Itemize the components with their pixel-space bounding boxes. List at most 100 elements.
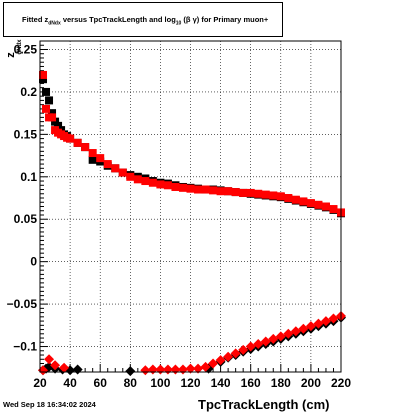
data-point-square [246,188,255,197]
data-point-square [141,177,150,186]
data-point-diamond [208,358,219,369]
data-point-diamond [44,354,55,365]
data-point-square [88,155,97,164]
data-point-diamond [290,326,301,337]
data-point-square [314,200,323,209]
data-point-square [269,191,278,200]
data-point-square [239,188,248,197]
data-point-square [133,175,142,184]
data-point-square [39,75,48,84]
x-tick-label: 60 [94,376,108,390]
data-point-square [73,138,82,147]
data-point-diamond [298,323,309,334]
data-point-diamond [215,355,226,366]
data-point-diamond [38,365,49,376]
data-point-square [178,183,187,192]
data-point-square [103,160,112,169]
data-point-square [51,117,60,126]
data-point-diamond [200,361,211,372]
title-middle: versus TpcTrackLength and log [60,15,176,24]
data-point-diamond [268,333,279,344]
data-point-square [209,186,218,195]
x-tick-label: 180 [271,376,291,390]
data-point-square [171,182,180,191]
plot-frame [39,40,342,373]
x-axis-label: TpcTrackLength (cm) [198,397,330,412]
x-tick-label: 140 [211,376,231,390]
data-point-diamond [193,363,204,374]
title-prefix: Fitted z [22,15,49,24]
data-point-square [201,185,210,194]
data-point-square [224,187,233,196]
data-point-diamond [238,344,249,355]
y-tick-label: −0.1 [13,340,37,354]
data-point-square [48,109,57,118]
data-point-square [126,172,135,181]
data-point-square [96,154,105,163]
data-point-diamond [305,321,316,332]
data-point-square [48,113,57,122]
data-point-square [45,96,54,105]
data-point-square [261,190,270,199]
title-z-subscript: dNdx [48,20,61,27]
data-point-diamond [320,316,331,327]
y-tick-label: 0 [30,255,37,269]
data-point-diamond [313,318,324,329]
y-tick-label: 0.15 [14,127,38,141]
data-point-square [111,164,120,173]
data-point-diamond [125,366,136,377]
data-point-square [156,180,165,189]
data-point-square [299,197,308,206]
y-tick-label: −0.05 [7,297,38,311]
x-tick-label: 40 [63,376,77,390]
y-tick-label: 0.05 [14,212,38,226]
timestamp: Wed Sep 18 16:34:02 2024 [3,400,96,409]
data-point-square [276,192,285,201]
data-point-square [329,205,338,214]
data-point-square [42,87,51,96]
data-point-square [291,195,300,204]
data-point-square [148,178,157,187]
data-point-square [54,121,63,130]
x-tick-label: 120 [180,376,200,390]
data-point-diamond [245,341,256,352]
data-point-square [321,202,330,211]
x-tick-label: 20 [33,376,47,390]
x-tick-label: 80 [124,376,138,390]
data-point-diamond [260,336,271,347]
data-point-diamond [185,363,196,374]
data-point-diamond [275,331,286,342]
x-tick-label: 100 [150,376,170,390]
data-point-diamond [230,348,241,359]
data-point-square [231,188,240,197]
data-point-diamond [328,313,339,324]
y-tick-label: 0.25 [14,42,38,56]
data-point-square [66,134,75,143]
x-tick-label: 200 [301,376,321,390]
data-point-square [306,199,315,208]
title-log-subscript: 10 [175,20,182,27]
data-point-diamond [59,362,70,373]
data-point-square [194,185,203,194]
y-tick-label: 0.2 [20,85,37,99]
data-point-diamond [223,351,234,362]
x-tick-label: 160 [241,376,261,390]
data-point-square [284,194,293,203]
x-tick-label: 220 [331,376,351,390]
data-point-diamond [140,365,151,376]
data-point-diamond [253,338,264,349]
chart-title-box: Fitted zdNdx versus TpcTrackLength and l… [3,2,283,37]
data-point-square [39,70,48,79]
data-point-square [81,143,90,152]
title-suffix: (β γ) for Primary muon+ [181,15,269,24]
y-tick-label: 0.1 [20,170,37,184]
y-axis-label-subscript: dNdx [17,39,23,55]
data-point-diamond [283,328,294,339]
data-point-diamond [50,360,61,371]
data-point-square [42,104,51,113]
data-point-square [254,189,263,198]
data-point-square [88,149,97,158]
chart-title: Fitted zdNdx versus TpcTrackLength and l… [22,15,268,27]
data-point-square [186,184,195,193]
